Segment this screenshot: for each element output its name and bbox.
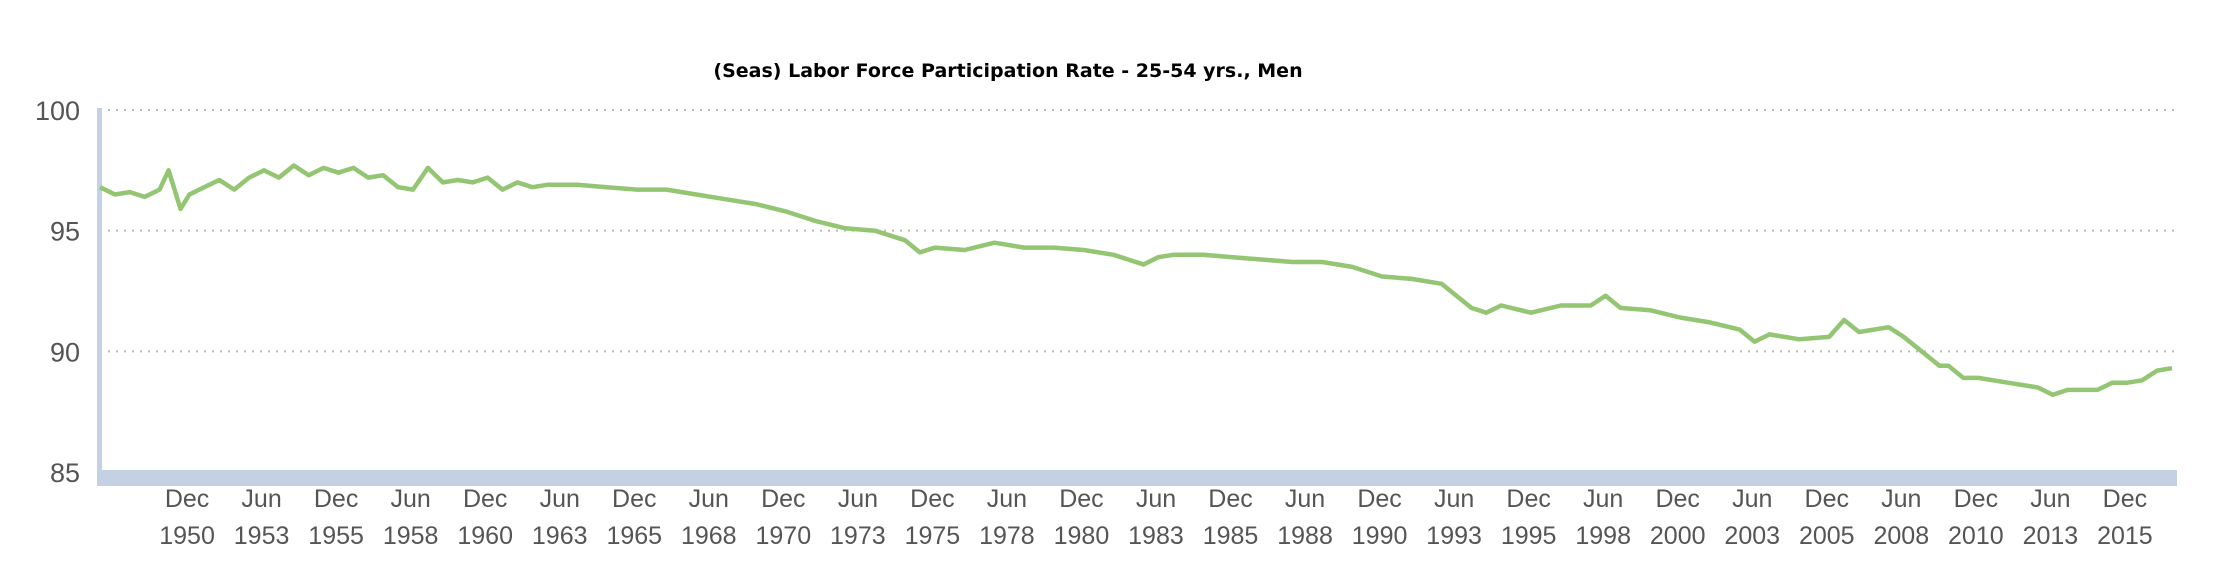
x-tick-year: 1955 (308, 522, 364, 550)
x-axis-band (97, 470, 2177, 486)
x-tick-month: Jun (241, 485, 281, 513)
y-axis-line (97, 108, 102, 478)
y-tick-label: 100 (35, 96, 80, 126)
x-tick-year: 1985 (1203, 522, 1259, 550)
x-tick-month: Dec (612, 485, 656, 513)
x-tick-year: 2013 (2023, 522, 2079, 550)
x-tick-year: 1973 (830, 522, 886, 550)
x-tick-year: 1953 (234, 522, 290, 550)
x-tick-month: Dec (1208, 485, 1252, 513)
x-tick-month: Dec (2103, 485, 2147, 513)
x-tick-year: 1978 (979, 522, 1035, 550)
x-tick-year: 2005 (1799, 522, 1855, 550)
x-tick-month: Jun (1732, 485, 1772, 513)
x-tick-year: 2010 (1948, 522, 2004, 550)
x-tick-month: Jun (540, 485, 580, 513)
x-tick-month: Dec (910, 485, 954, 513)
x-tick-year: 1988 (1277, 522, 1333, 550)
y-axis-ticks: 100 95 90 85 (35, 96, 80, 488)
x-tick-month: Dec (314, 485, 358, 513)
x-tick-year: 1950 (159, 522, 215, 550)
x-tick-month: Jun (1881, 485, 1921, 513)
x-tick-year: 1963 (532, 522, 588, 550)
x-tick-month: Jun (689, 485, 729, 513)
x-tick-year: 1960 (457, 522, 513, 550)
x-tick-month: Jun (1434, 485, 1474, 513)
x-tick-year: 1980 (1054, 522, 1110, 550)
x-tick-year: 2003 (1724, 522, 1780, 550)
x-tick-year: 1990 (1352, 522, 1408, 550)
x-tick-year: 1993 (1426, 522, 1482, 550)
gridlines (108, 109, 2175, 353)
x-tick-month: Jun (1136, 485, 1176, 513)
x-tick-year: 1983 (1128, 522, 1184, 550)
x-tick-year: 1975 (905, 522, 961, 550)
x-tick-month: Jun (838, 485, 878, 513)
x-tick-month: Dec (1805, 485, 1849, 513)
y-tick-label: 90 (50, 337, 80, 367)
x-tick-year: 1998 (1575, 522, 1631, 550)
x-tick-year: 2008 (1874, 522, 1930, 550)
x-tick-month: Jun (987, 485, 1027, 513)
y-tick-label: 85 (50, 458, 80, 488)
x-tick-month: Jun (1285, 485, 1325, 513)
x-tick-year: 1970 (756, 522, 812, 550)
y-tick-label: 95 (50, 217, 80, 247)
x-tick-year: 1965 (606, 522, 662, 550)
x-tick-year: 2015 (2097, 522, 2153, 550)
x-tick-month: Dec (1059, 485, 1103, 513)
x-tick-month: Jun (390, 485, 430, 513)
x-tick-year: 1995 (1501, 522, 1557, 550)
x-tick-month: Dec (463, 485, 507, 513)
x-tick-year: 2000 (1650, 522, 1706, 550)
x-tick-month: Dec (1506, 485, 1550, 513)
x-tick-month: Jun (1583, 485, 1623, 513)
x-tick-year: 1958 (383, 522, 439, 550)
x-tick-month: Dec (1357, 485, 1401, 513)
x-axis-ticks: Dec 1950 Jun 1953 Dec 1955 Jun 1958 Dec 1960 Jun 19… (159, 485, 2152, 550)
x-tick-month: Dec (761, 485, 805, 513)
series-line (99, 163, 2173, 398)
x-tick-month: Dec (165, 485, 209, 513)
chart-title: (Seas) Labor Force Participation Rate - … (713, 60, 1302, 82)
x-tick-month: Dec (1655, 485, 1699, 513)
x-tick-year: 1968 (681, 522, 737, 550)
x-tick-month: Jun (2030, 485, 2070, 513)
x-tick-month: Dec (1954, 485, 1998, 513)
